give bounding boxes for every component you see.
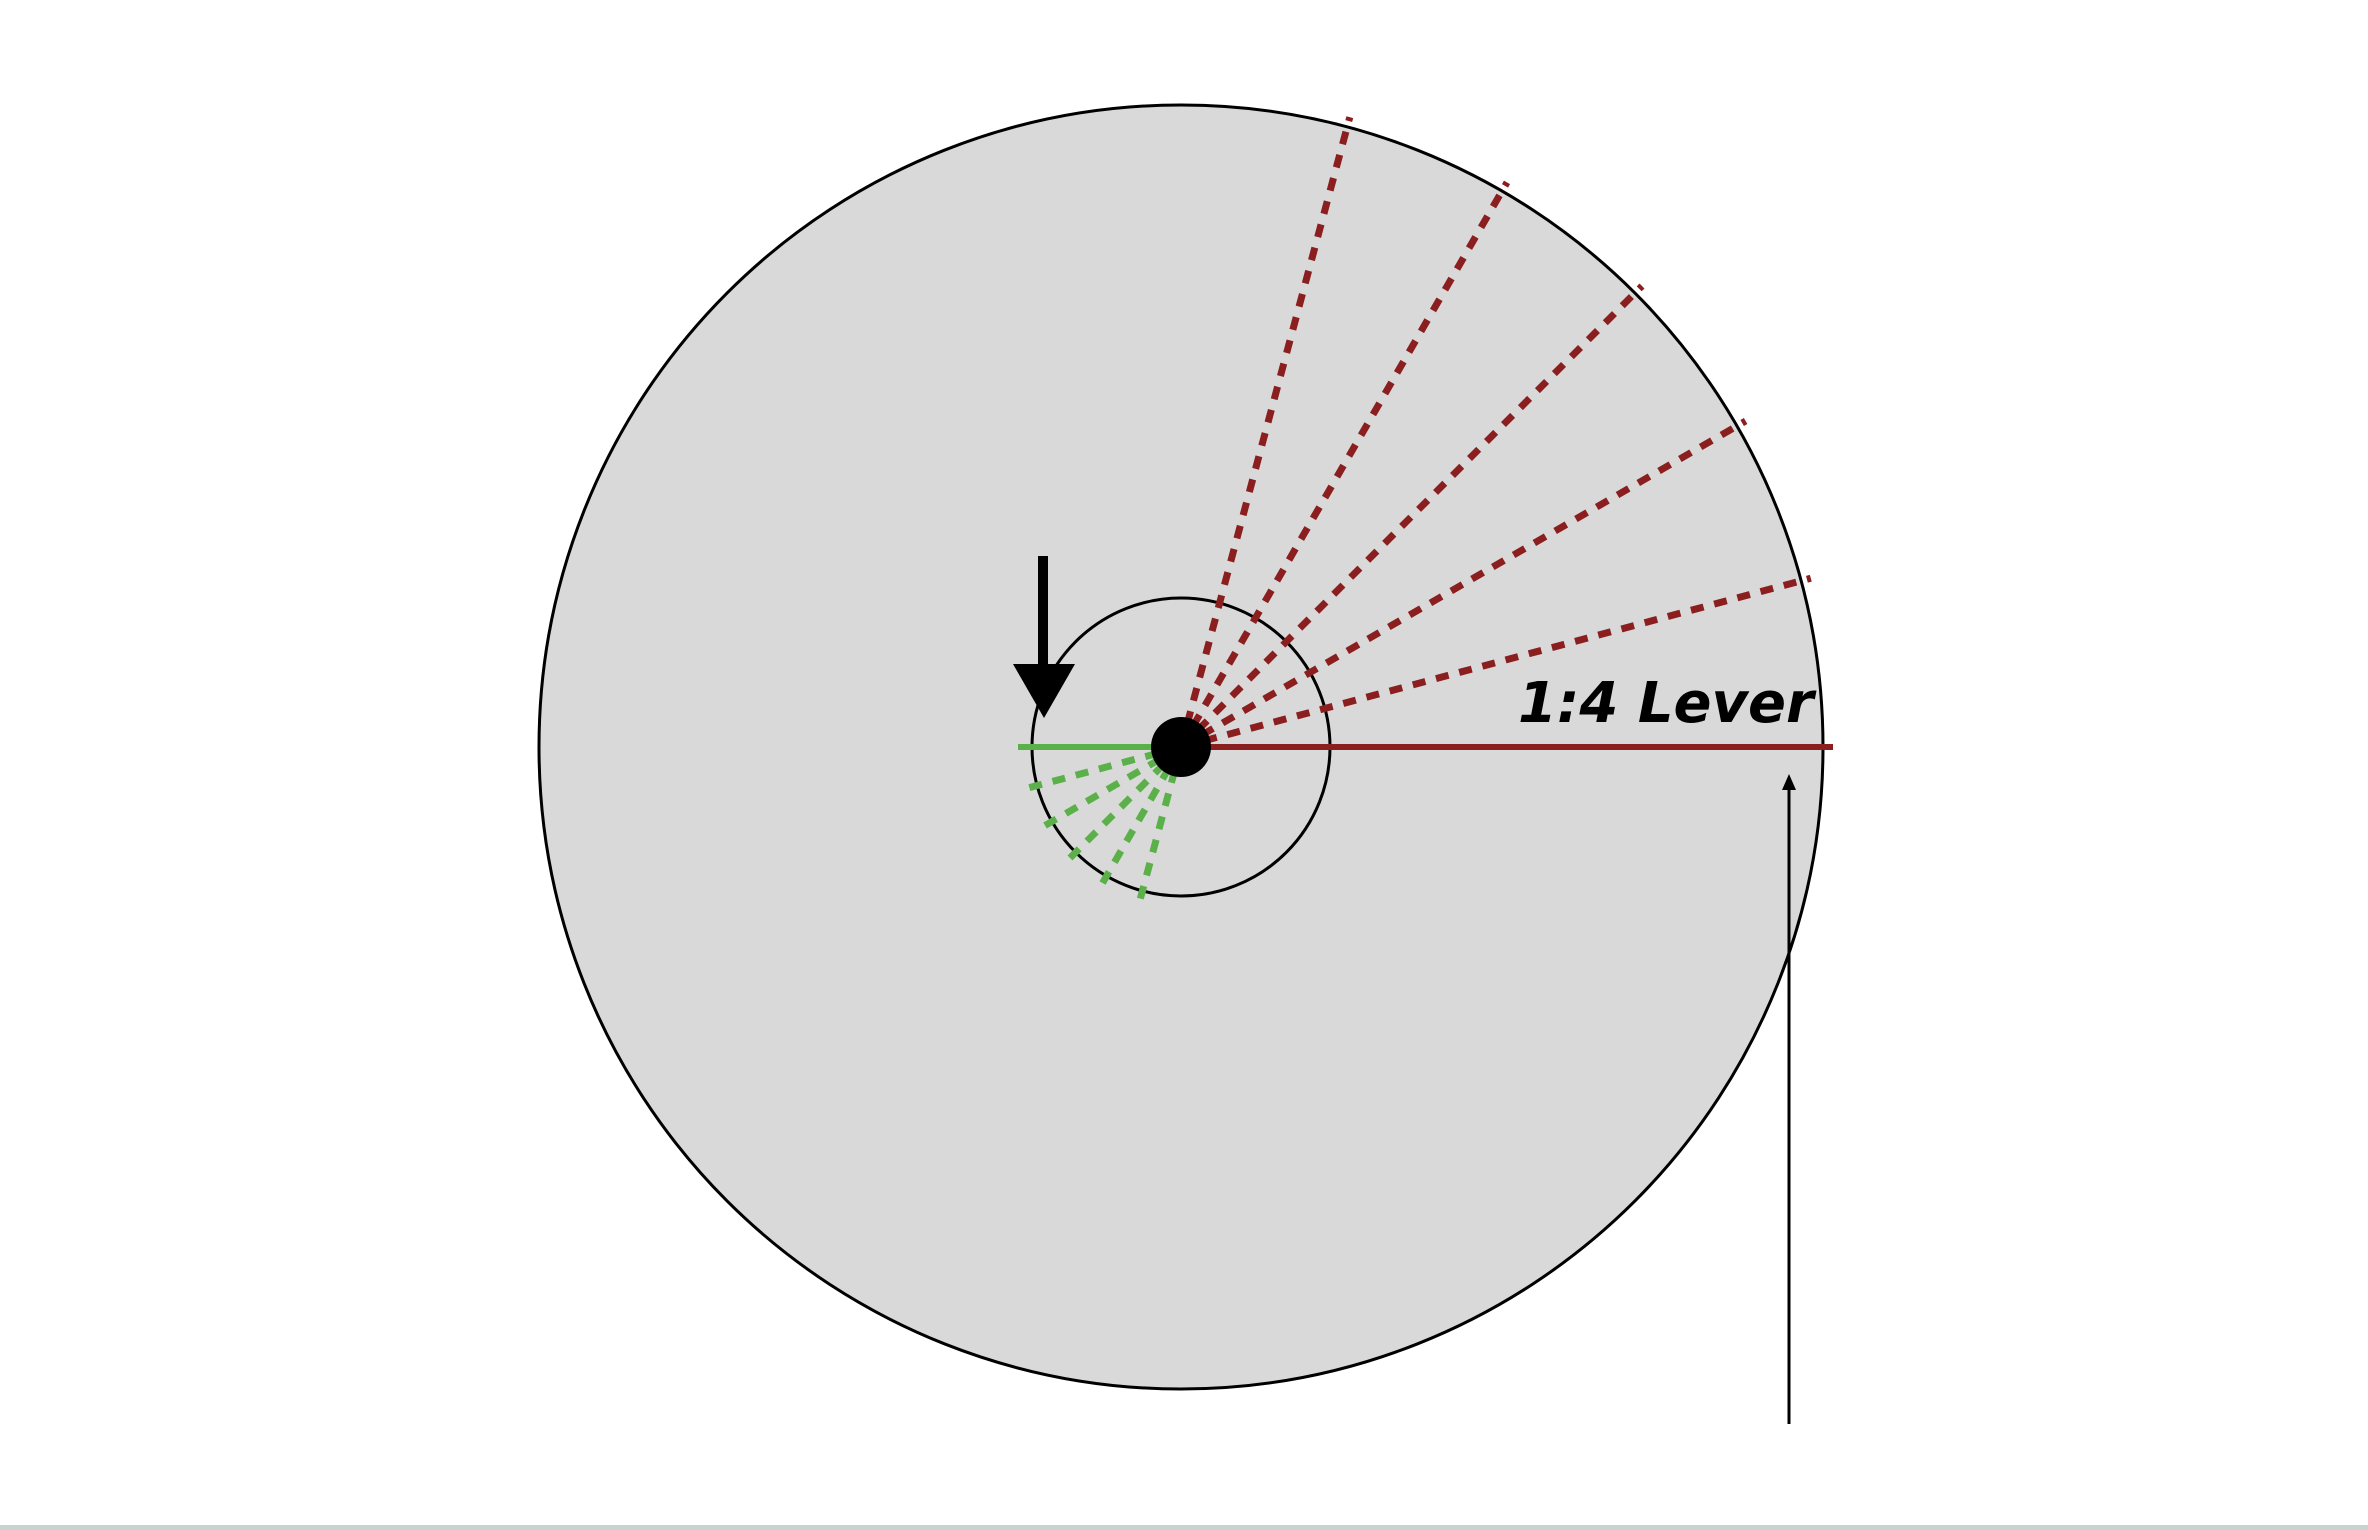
- pivot: [1151, 717, 1211, 777]
- load-force-arrow: [1782, 774, 1796, 1424]
- long-arm-sweep: [1177, 116, 1833, 751]
- lever-ratio-label: 1:4 Lever: [1518, 671, 1817, 736]
- long-arm-position-4: [1177, 180, 1511, 749]
- effort-force-arrow: [1013, 556, 1075, 718]
- long-arm-position-2: [1179, 417, 1748, 751]
- bottom-edge-strip: [0, 1525, 2368, 1530]
- long-arm-position-1: [1180, 574, 1812, 751]
- long-arm-position-3: [1178, 283, 1645, 750]
- long-arm-position-5: [1177, 116, 1354, 748]
